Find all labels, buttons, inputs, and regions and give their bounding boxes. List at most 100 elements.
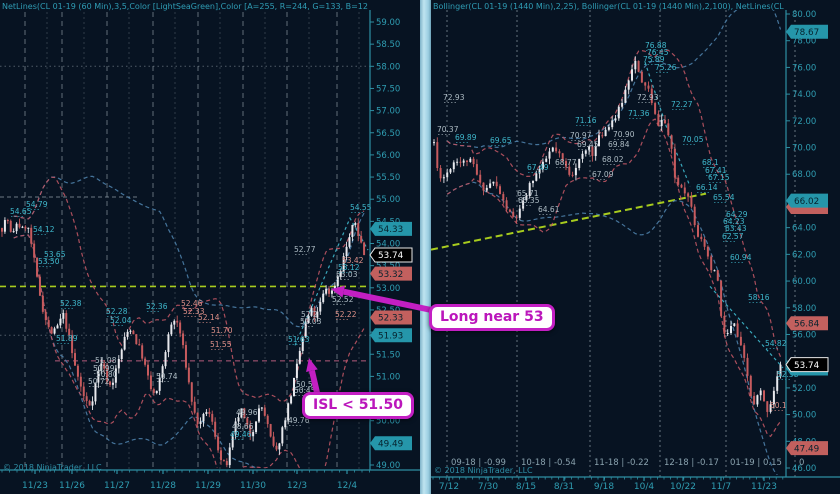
candle-body: [779, 364, 782, 377]
candle-body: [446, 172, 449, 178]
price-tick-label: 53.00: [376, 284, 400, 294]
candle-body: [621, 102, 624, 107]
right-chart-panel[interactable]: 70.37 69.89 69.65 72.93 71.16 70.97 69.45 67.49…: [431, 0, 840, 494]
candle-body: [449, 169, 452, 173]
svg-text:52.52: 52.52: [332, 295, 354, 304]
svg-text:52.46: 52.46: [181, 299, 203, 308]
candle-body: [27, 227, 30, 229]
svg-text:53.65: 53.65: [44, 250, 66, 259]
candle-body: [683, 187, 686, 194]
candle-body: [100, 363, 103, 371]
price-axis[interactable]: 80.0078.0076.0074.0072.0070.0068.0066.00…: [785, 10, 816, 477]
svg-text:50.57: 50.57: [296, 380, 318, 389]
candle-body: [759, 390, 762, 396]
candle-body: [739, 336, 742, 346]
svg-text:65.71: 65.71: [517, 189, 539, 198]
price-tick-label: 76.00: [792, 63, 816, 73]
candle-body: [456, 161, 459, 163]
candle-body: [149, 375, 152, 390]
candle-body: [217, 436, 220, 451]
candle-body: [631, 69, 633, 81]
candle-body: [176, 320, 179, 323]
candle-body: [15, 223, 18, 232]
candle-body: [202, 413, 205, 422]
candle-body: [79, 376, 82, 387]
candle-body: [363, 242, 366, 256]
svg-text:58.16: 58.16: [748, 293, 770, 302]
candle-body: [753, 395, 756, 405]
candle-body: [697, 225, 699, 237]
candle-body: [565, 161, 567, 167]
svg-text:49.76: 49.76: [288, 416, 310, 425]
candle-body: [117, 359, 120, 369]
candle-body: [167, 334, 170, 353]
candle-body: [690, 196, 693, 207]
candle-body: [680, 184, 683, 188]
contract-rollover-labels: 09-18 | -0.99 10-18 | -0.54 11-18 | -0.22 1…: [451, 458, 804, 468]
candle-body: [135, 334, 138, 345]
candle-body: [558, 151, 561, 154]
price-tick-label: 58.50: [376, 40, 400, 50]
trendline[interactable]: [431, 192, 707, 251]
candle-body: [581, 153, 584, 159]
svg-text:50.74: 50.74: [156, 372, 178, 381]
initial-stop-callout[interactable]: ISL < 51.50: [302, 392, 414, 419]
candle-body: [541, 161, 544, 170]
date-tick-label: 11/27: [104, 481, 130, 491]
candle-body: [228, 447, 231, 466]
candle-body: [611, 120, 614, 128]
candle-body: [624, 89, 627, 103]
svg-text:67.09: 67.09: [592, 170, 614, 179]
candle-body: [205, 411, 208, 414]
candle-body: [243, 408, 246, 419]
left-chart-panel[interactable]: 54.65 54.79 54.12 53.65 53.50 52.38 52.28 52.04…: [0, 0, 420, 494]
date-tick-label: 7/30: [478, 482, 498, 492]
svg-text:60.94: 60.94: [730, 253, 752, 262]
candle-body: [222, 460, 225, 462]
date-tick-label: 11/26: [59, 481, 85, 491]
indicator-price-badge: [370, 436, 412, 451]
last-price-badge: [785, 357, 829, 373]
candle-body: [184, 345, 187, 368]
long-entry-callout[interactable]: Long near 53: [429, 304, 555, 331]
candle-body: [129, 330, 132, 332]
price-tick-label: 56.50: [376, 129, 400, 139]
price-tick-label: 55.50: [376, 173, 400, 183]
candle-body: [214, 421, 217, 437]
candle-body: [246, 418, 249, 425]
candle-body: [199, 421, 202, 424]
date-tick-label: 8/15: [516, 482, 536, 492]
svg-text:52.14: 52.14: [198, 313, 220, 322]
candle-body: [330, 290, 333, 294]
candle-body: [290, 396, 293, 404]
time-axis[interactable]: 11/23 11/26 11/27 11/28 11/29 11/30 12/3 12/4: [0, 469, 420, 491]
indicator-price-badge: [370, 266, 412, 281]
time-axis[interactable]: 7/12 7/30 8/15 8/31 9/18 10/4 10/22 11/7 11/23: [431, 476, 840, 492]
svg-text:52.03: 52.03: [300, 317, 322, 326]
price-tick-label: 56.00: [792, 330, 816, 340]
svg-text:78.67: 78.67: [794, 28, 819, 38]
panel-splitter[interactable]: [420, 0, 431, 494]
svg-text:52.36: 52.36: [146, 302, 168, 311]
candle-body: [333, 286, 336, 291]
candle-body: [257, 408, 260, 422]
candle-body: [720, 280, 723, 316]
candle-body: [325, 288, 328, 294]
svg-text:64.29: 64.29: [726, 210, 748, 219]
candle-body: [30, 227, 33, 244]
candle-body: [670, 135, 673, 149]
candle-body: [469, 158, 472, 162]
candle-body: [173, 320, 176, 325]
candle-body: [316, 311, 319, 318]
svg-text:0: 0: [799, 458, 804, 468]
price-tick-label: 51.00: [376, 372, 400, 382]
svg-text:72.93: 72.93: [637, 93, 659, 102]
svg-text:53.50: 53.50: [38, 257, 60, 266]
candle-body: [687, 193, 690, 197]
candle-body: [53, 328, 56, 334]
candle-body: [545, 158, 548, 162]
candle-body: [263, 407, 266, 416]
